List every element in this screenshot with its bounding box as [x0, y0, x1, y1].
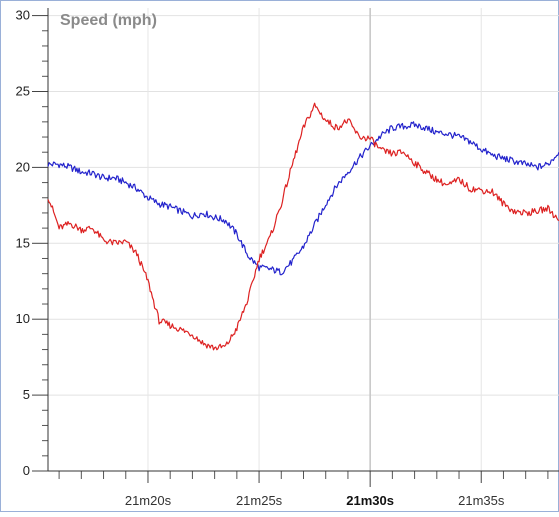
y-tick-labels: 0 5 10 15 20 25 30 — [16, 8, 30, 478]
y-tick-label: 25 — [16, 83, 30, 98]
grid-lines — [48, 8, 559, 471]
x-tick-labels: 21m20s 21m25s 21m30s 21m35s — [125, 493, 505, 508]
series-line-2 — [47, 102, 559, 351]
y-tick-label: 10 — [16, 311, 30, 326]
x-tick-label: 21m30s — [346, 493, 394, 508]
y-tick-label: 15 — [16, 235, 30, 250]
x-tick-label: 21m20s — [125, 493, 172, 508]
x-tick-label: 21m35s — [458, 493, 505, 508]
series-layer — [47, 102, 559, 351]
y-tick-label: 0 — [23, 463, 30, 478]
y-tick-label: 30 — [16, 8, 30, 23]
y-tick-label: 20 — [16, 159, 30, 174]
chart-title: Speed (mph) — [60, 12, 157, 29]
axes — [32, 8, 559, 487]
series-line-1 — [47, 121, 559, 276]
y-tick-label: 5 — [23, 387, 30, 402]
x-tick-label: 21m25s — [236, 493, 283, 508]
